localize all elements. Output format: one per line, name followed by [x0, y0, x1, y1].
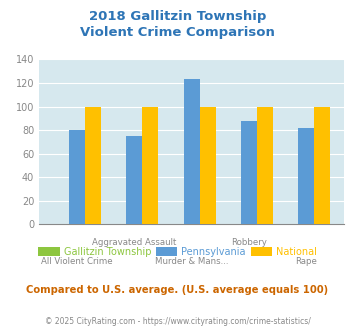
Bar	[315, 107, 331, 224]
Legend: Gallitzin Township, Pennsylvania, National: Gallitzin Township, Pennsylvania, Nation…	[34, 243, 321, 261]
Text: Aggravated Assault: Aggravated Assault	[92, 238, 176, 247]
Bar	[142, 107, 158, 224]
Bar	[184, 80, 200, 224]
Text: All Violent Crime: All Violent Crime	[41, 257, 113, 266]
Bar	[69, 130, 85, 224]
Text: Robbery: Robbery	[231, 238, 267, 247]
Bar	[241, 121, 257, 224]
Text: © 2025 CityRating.com - https://www.cityrating.com/crime-statistics/: © 2025 CityRating.com - https://www.city…	[45, 317, 310, 326]
Text: Murder & Mans...: Murder & Mans...	[155, 257, 229, 266]
Bar	[85, 107, 101, 224]
Bar	[257, 107, 273, 224]
Bar	[126, 136, 142, 224]
Text: Compared to U.S. average. (U.S. average equals 100): Compared to U.S. average. (U.S. average …	[26, 285, 329, 295]
Bar	[200, 107, 216, 224]
Text: Rape: Rape	[295, 257, 317, 266]
Bar	[298, 128, 315, 224]
Text: 2018 Gallitzin Township
Violent Crime Comparison: 2018 Gallitzin Township Violent Crime Co…	[80, 10, 275, 39]
